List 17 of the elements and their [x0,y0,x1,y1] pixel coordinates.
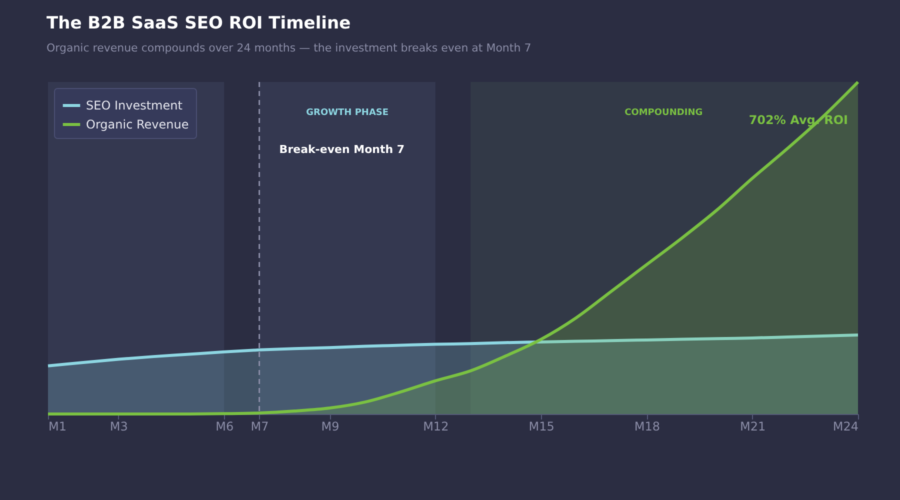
chart-subtitle: Organic revenue compounds over 24 months — the investment breaks even at Month 7 [46,42,532,54]
ref-line-label: Break-even Month 7 [279,143,405,156]
x-tick-label: M24 [832,420,858,434]
x-tick-label: M15 [528,420,554,434]
x-tick-label: M18 [634,420,660,434]
x-tick-label: M3 [110,420,128,434]
band-label: GROWTH PHASE [306,108,389,118]
x-tick-label: M9 [321,420,340,434]
x-tick-label: M7 [250,420,269,434]
x-tick-label: M6 [216,420,234,434]
chart-title: The B2B SaaS SEO ROI Timeline [46,14,351,34]
x-tick-label: M1 [48,420,66,434]
annotation: COMPOUNDING [624,108,703,118]
legend-label: SEO Investment [86,98,183,112]
x-tick-label: M12 [423,420,449,434]
legend-label: Organic Revenue [86,118,189,132]
x-tick-label: M21 [740,420,766,434]
